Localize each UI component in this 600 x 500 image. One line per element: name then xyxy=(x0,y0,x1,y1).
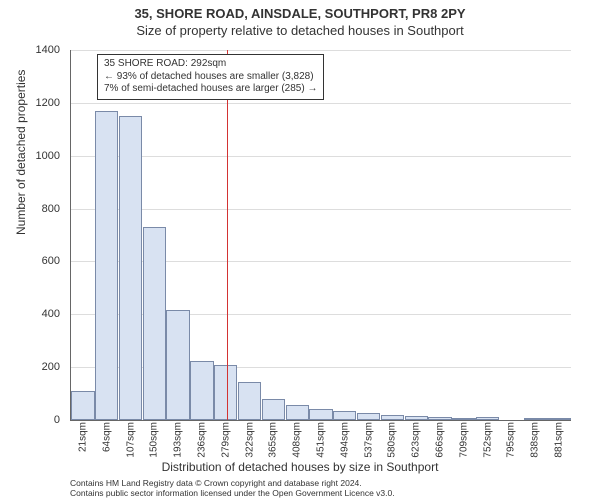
y-tick-label: 1000 xyxy=(20,150,60,162)
x-tick-label: 365sqm xyxy=(268,422,279,458)
y-tick-label: 800 xyxy=(20,203,60,215)
annotation-line3: 7% of semi-detached houses are larger (2… xyxy=(104,83,317,96)
chart-frame: 35, SHORE ROAD, AINSDALE, SOUTHPORT, PR8… xyxy=(0,0,600,500)
y-tick-label: 1200 xyxy=(20,97,60,109)
x-tick-label: 236sqm xyxy=(196,422,207,458)
gridline xyxy=(71,209,571,210)
plot-area: 21sqm64sqm107sqm150sqm193sqm236sqm279sqm… xyxy=(70,50,571,421)
x-tick-label: 21sqm xyxy=(77,422,88,452)
gridline xyxy=(71,156,571,157)
gridline xyxy=(71,50,571,51)
x-tick-label: 193sqm xyxy=(173,422,184,458)
histogram-bar xyxy=(428,417,451,420)
title-block: 35, SHORE ROAD, AINSDALE, SOUTHPORT, PR8… xyxy=(0,6,600,38)
y-tick-label: 200 xyxy=(20,361,60,373)
histogram-bar xyxy=(95,111,118,420)
x-tick-label: 580sqm xyxy=(387,422,398,458)
y-tick-label: 1400 xyxy=(20,44,60,56)
histogram-bar xyxy=(357,413,380,420)
annotation-line1: 35 SHORE ROAD: 292sqm xyxy=(104,58,317,71)
marker-annotation-box: 35 SHORE ROAD: 292sqm ← 93% of detached … xyxy=(97,54,324,100)
x-tick-label: 537sqm xyxy=(363,422,374,458)
histogram-bar xyxy=(190,361,213,420)
y-tick-label: 400 xyxy=(20,308,60,320)
x-tick-label: 107sqm xyxy=(125,422,136,458)
histogram-bar xyxy=(238,382,261,420)
reference-marker-line xyxy=(227,50,228,420)
x-tick-label: 64sqm xyxy=(101,422,112,452)
x-axis-label: Distribution of detached houses by size … xyxy=(0,460,600,474)
histogram-bar xyxy=(524,418,547,420)
histogram-bar xyxy=(452,418,475,420)
histogram-bar xyxy=(286,405,309,420)
annotation-line2: ← 93% of detached houses are smaller (3,… xyxy=(104,71,317,84)
y-tick-label: 600 xyxy=(20,255,60,267)
x-tick-label: 623sqm xyxy=(411,422,422,458)
gridline xyxy=(71,103,571,104)
chart-title-line2: Size of property relative to detached ho… xyxy=(0,23,600,38)
histogram-bar xyxy=(262,399,285,420)
histogram-bar xyxy=(547,418,570,420)
histogram-bar xyxy=(309,409,332,420)
x-tick-label: 150sqm xyxy=(149,422,160,458)
histogram-bar xyxy=(333,411,356,420)
x-tick-label: 709sqm xyxy=(458,422,469,458)
footer-line1: Contains HM Land Registry data © Crown c… xyxy=(70,478,395,488)
footer-attribution: Contains HM Land Registry data © Crown c… xyxy=(70,478,395,498)
x-tick-label: 752sqm xyxy=(482,422,493,458)
x-tick-label: 838sqm xyxy=(530,422,541,458)
x-tick-label: 451sqm xyxy=(316,422,327,458)
x-tick-label: 322sqm xyxy=(244,422,255,458)
histogram-bar xyxy=(143,227,166,420)
x-tick-label: 881sqm xyxy=(554,422,565,458)
x-tick-label: 494sqm xyxy=(339,422,350,458)
histogram-bar xyxy=(214,365,237,421)
histogram-bar xyxy=(119,116,142,420)
x-tick-label: 666sqm xyxy=(435,422,446,458)
histogram-bar xyxy=(476,417,499,420)
x-tick-label: 795sqm xyxy=(506,422,517,458)
histogram-bar xyxy=(381,415,404,420)
x-tick-label: 279sqm xyxy=(220,422,231,458)
histogram-bar xyxy=(71,391,94,420)
chart-title-line1: 35, SHORE ROAD, AINSDALE, SOUTHPORT, PR8… xyxy=(0,6,600,21)
footer-line2: Contains public sector information licen… xyxy=(70,488,395,498)
y-tick-label: 0 xyxy=(20,414,60,426)
x-tick-label: 408sqm xyxy=(292,422,303,458)
histogram-bar xyxy=(166,310,189,420)
histogram-bar xyxy=(405,416,428,420)
